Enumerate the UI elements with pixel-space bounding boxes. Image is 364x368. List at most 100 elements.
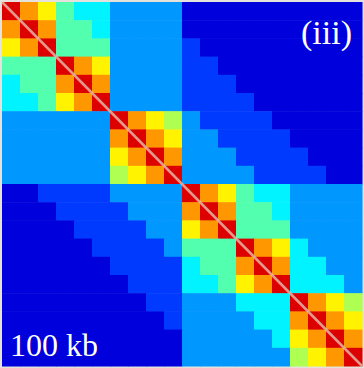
cell (308, 202, 327, 221)
cell (164, 275, 183, 294)
cell (2, 275, 21, 294)
cell (236, 293, 255, 312)
cell (20, 239, 39, 258)
cell (128, 111, 147, 130)
cell (200, 93, 219, 112)
cell (236, 184, 255, 203)
cell (110, 166, 129, 185)
cell (20, 57, 39, 76)
cell (92, 202, 111, 221)
cell (326, 293, 345, 312)
cell (110, 20, 129, 39)
cell (272, 57, 291, 76)
cell (326, 148, 345, 167)
cell (164, 57, 183, 76)
cell (200, 129, 219, 148)
cell (290, 75, 309, 94)
cell (20, 184, 39, 203)
cell (254, 57, 273, 76)
cell (254, 293, 273, 312)
cell (38, 129, 57, 148)
cell (236, 311, 255, 330)
cell (218, 257, 237, 276)
cell (254, 330, 273, 349)
cell (344, 275, 363, 294)
cell (326, 57, 345, 76)
cell (56, 202, 75, 221)
cell (146, 57, 165, 76)
cell (272, 311, 291, 330)
cell (92, 2, 111, 21)
diagonal (2, 2, 362, 366)
cell (218, 93, 237, 112)
cell (254, 20, 273, 39)
cell (74, 93, 93, 112)
cell (110, 129, 129, 148)
cell (182, 75, 201, 94)
cell (74, 275, 93, 294)
cell (218, 111, 237, 130)
cell (272, 129, 291, 148)
cell (128, 184, 147, 203)
cell (308, 111, 327, 130)
cell (146, 2, 165, 21)
cell (164, 129, 183, 148)
cell (56, 38, 75, 57)
cell (128, 311, 147, 330)
cell (290, 184, 309, 203)
cell (200, 2, 219, 21)
cell (56, 148, 75, 167)
cell (164, 20, 183, 39)
cell (146, 275, 165, 294)
cell (146, 330, 165, 349)
cell (218, 38, 237, 57)
cell (164, 239, 183, 258)
cell (308, 184, 327, 203)
cell (218, 293, 237, 312)
cell (2, 220, 21, 239)
cell (236, 129, 255, 148)
cell (344, 239, 363, 258)
cell (110, 75, 129, 94)
cell (236, 348, 255, 367)
cell (236, 75, 255, 94)
cell (272, 2, 291, 21)
cell (128, 239, 147, 258)
cell (110, 239, 129, 258)
cell (254, 93, 273, 112)
cell (56, 129, 75, 148)
cell (164, 148, 183, 167)
cell (218, 202, 237, 221)
cell (326, 311, 345, 330)
cell (182, 311, 201, 330)
cell (218, 75, 237, 94)
cell (110, 293, 129, 312)
cell (326, 129, 345, 148)
cell (56, 239, 75, 258)
cell (110, 330, 129, 349)
cell (218, 148, 237, 167)
cell (326, 93, 345, 112)
cell (236, 148, 255, 167)
cell (254, 275, 273, 294)
cell (110, 257, 129, 276)
cell (308, 75, 327, 94)
cell (308, 220, 327, 239)
cell (290, 148, 309, 167)
cell (38, 93, 57, 112)
cell (74, 257, 93, 276)
cell (272, 148, 291, 167)
cell (254, 75, 273, 94)
cell (164, 111, 183, 130)
cell (272, 348, 291, 367)
cell (38, 2, 57, 21)
cell (236, 166, 255, 185)
cell (128, 2, 147, 21)
cell (254, 148, 273, 167)
cell (164, 2, 183, 21)
cell (128, 166, 147, 185)
cell (128, 75, 147, 94)
cell (146, 93, 165, 112)
cell (344, 257, 363, 276)
cell (146, 75, 165, 94)
